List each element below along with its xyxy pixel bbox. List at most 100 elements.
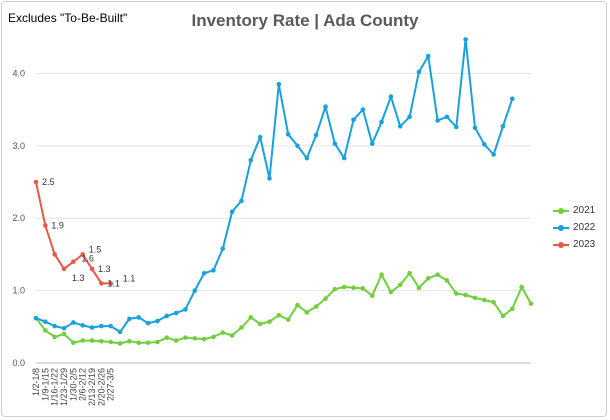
data-point-2021 bbox=[52, 334, 57, 340]
data-point-2021 bbox=[248, 315, 254, 320]
legend-item: 2021 bbox=[553, 202, 595, 219]
data-point-2022 bbox=[332, 141, 338, 146]
data-point-2022 bbox=[379, 119, 384, 125]
data-point-2021 bbox=[453, 291, 459, 296]
data-point-2021 bbox=[239, 325, 244, 330]
data-point-2021 bbox=[220, 330, 226, 335]
data-point-2021 bbox=[155, 339, 160, 345]
data-point-2023 bbox=[80, 252, 85, 257]
data-point-2021 bbox=[351, 285, 356, 291]
data-point-2022 bbox=[248, 158, 254, 163]
data-point-2021 bbox=[360, 286, 366, 291]
data-point-2021 bbox=[304, 310, 310, 315]
data-point-2022 bbox=[52, 323, 57, 329]
data-point-2022 bbox=[136, 315, 142, 320]
data-label: 2.5 bbox=[42, 177, 55, 187]
data-point-2022 bbox=[89, 325, 95, 330]
data-point-2023 bbox=[89, 266, 95, 272]
data-point-2021 bbox=[183, 335, 188, 340]
chart-legend: 2021 2022 2023 bbox=[553, 202, 595, 253]
data-point-2021 bbox=[127, 338, 132, 344]
data-point-2023 bbox=[99, 281, 104, 286]
data-point-2022 bbox=[183, 307, 188, 312]
data-label: 1.3 bbox=[72, 273, 85, 283]
x-tick-label: 1/30-2/5 bbox=[68, 368, 78, 401]
data-point-2022 bbox=[416, 69, 422, 75]
data-point-2022 bbox=[155, 318, 160, 324]
data-label: 1.6 bbox=[81, 254, 94, 264]
y-tick-label: 4.0 bbox=[12, 68, 25, 78]
data-point-2022 bbox=[313, 132, 319, 138]
data-point-2021 bbox=[416, 285, 422, 291]
data-point-2022 bbox=[463, 37, 468, 42]
data-point-2021 bbox=[173, 338, 179, 343]
data-point-2022 bbox=[304, 155, 310, 161]
data-point-2022 bbox=[108, 323, 114, 329]
chart-title: Inventory Rate | Ada County bbox=[191, 11, 419, 30]
series-line-2022 bbox=[35, 38, 514, 333]
data-point-2021 bbox=[108, 339, 114, 345]
data-point-2021 bbox=[201, 336, 207, 342]
data-point-2021 bbox=[295, 302, 300, 308]
data-point-2022 bbox=[360, 107, 366, 112]
data-point-2023 bbox=[52, 252, 57, 257]
x-tick-label: 2/20-2/26 bbox=[96, 368, 106, 406]
data-point-2021 bbox=[211, 334, 216, 340]
y-tick-label: 0.0 bbox=[12, 358, 25, 368]
legend-label: 2023 bbox=[573, 239, 596, 250]
data-point-2022 bbox=[127, 316, 132, 322]
data-point-2022 bbox=[80, 323, 85, 328]
data-label: 1.9 bbox=[51, 220, 64, 230]
data-point-2022 bbox=[99, 323, 104, 329]
legend-item: 2022 bbox=[553, 219, 595, 236]
legend-swatch bbox=[553, 207, 569, 214]
data-point-2023 bbox=[108, 281, 114, 286]
data-point-2022 bbox=[369, 141, 375, 146]
data-point-2021 bbox=[472, 295, 478, 301]
data-point-2022 bbox=[341, 155, 347, 161]
data-point-2021 bbox=[463, 292, 468, 298]
data-point-2023 bbox=[33, 179, 39, 185]
data-point-2022 bbox=[117, 329, 123, 335]
data-point-2021 bbox=[267, 319, 272, 325]
y-tick-label: 1.0 bbox=[12, 286, 25, 296]
data-point-2021 bbox=[313, 304, 319, 309]
data-point-2023 bbox=[43, 223, 48, 228]
data-point-2021 bbox=[510, 306, 515, 312]
data-point-2021 bbox=[519, 284, 524, 290]
legend-swatch bbox=[553, 241, 569, 248]
data-point-2022 bbox=[145, 320, 151, 326]
data-point-2021 bbox=[229, 333, 235, 338]
legend-item: 2023 bbox=[553, 236, 595, 253]
data-point-2021 bbox=[379, 272, 384, 277]
data-point-2021 bbox=[61, 331, 67, 337]
data-point-2022 bbox=[482, 142, 487, 147]
data-point-2023 bbox=[71, 259, 76, 264]
data-point-2021 bbox=[407, 270, 412, 276]
data-point-2021 bbox=[425, 276, 431, 281]
data-point-2021 bbox=[136, 340, 142, 346]
data-point-2021 bbox=[528, 301, 534, 306]
data-point-2021 bbox=[192, 336, 198, 341]
data-point-2022 bbox=[164, 313, 170, 319]
data-point-2021 bbox=[482, 297, 487, 303]
data-point-2022 bbox=[295, 143, 300, 149]
data-point-2022 bbox=[285, 131, 291, 137]
data-label: 1.1 bbox=[107, 278, 120, 288]
data-point-2021 bbox=[164, 335, 170, 340]
data-point-2021 bbox=[257, 321, 263, 327]
x-tick-label: 1/2-1/8 bbox=[31, 368, 41, 396]
data-point-2021 bbox=[341, 284, 347, 290]
data-point-2022 bbox=[229, 209, 235, 215]
data-label: 1.5 bbox=[89, 244, 102, 254]
data-point-2022 bbox=[276, 81, 282, 87]
data-point-2022 bbox=[239, 198, 244, 204]
data-point-2021 bbox=[145, 340, 151, 346]
data-point-2022 bbox=[510, 96, 515, 102]
data-point-2022 bbox=[33, 315, 39, 321]
data-point-2021 bbox=[369, 293, 375, 298]
data-point-2022 bbox=[351, 117, 356, 123]
data-point-2022 bbox=[425, 53, 431, 59]
